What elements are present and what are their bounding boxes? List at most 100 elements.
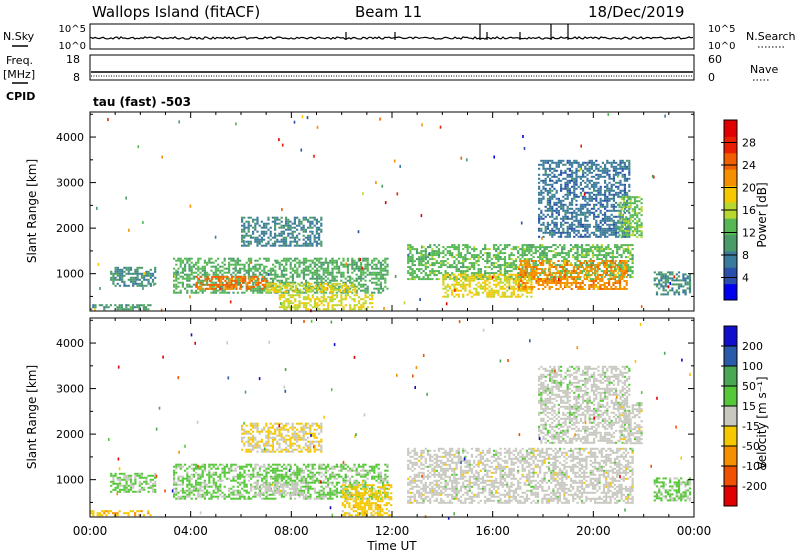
data-cell <box>321 300 323 302</box>
data-cell <box>590 266 592 268</box>
data-cell <box>311 245 313 247</box>
data-cell <box>215 292 217 294</box>
data-cell <box>595 270 597 272</box>
data-cell <box>276 217 278 219</box>
data-cell <box>632 196 634 198</box>
data-cell <box>502 292 504 294</box>
data-cell <box>489 256 491 258</box>
data-cell <box>281 296 283 298</box>
data-cell <box>340 276 342 278</box>
data-cell <box>323 270 325 272</box>
data-cell <box>294 300 296 302</box>
data-cell <box>524 262 526 264</box>
data-cell <box>246 290 248 292</box>
data-cell <box>504 276 506 278</box>
data-cell <box>562 188 564 190</box>
data-cell <box>469 292 471 294</box>
data-cell <box>592 254 594 256</box>
data-cell <box>318 300 320 302</box>
data-cell <box>281 225 283 227</box>
data-cell <box>371 274 373 276</box>
data-cell <box>311 231 313 233</box>
data-cell <box>558 236 560 238</box>
data-cell <box>556 224 558 226</box>
data-cell <box>121 269 123 271</box>
data-cell <box>294 223 296 225</box>
data-cell <box>583 256 585 258</box>
data-cell <box>139 283 141 285</box>
data-cell <box>436 262 438 264</box>
data-cell <box>551 264 553 266</box>
data-cell <box>556 164 558 166</box>
data-cell <box>306 291 308 293</box>
data-cell <box>351 272 353 274</box>
data-cell <box>586 230 588 232</box>
data-cell <box>296 237 298 239</box>
data-cell <box>602 194 604 196</box>
data-cell <box>257 270 259 272</box>
scatter-cell <box>664 115 666 118</box>
data-cell <box>301 282 303 284</box>
data-cell <box>218 284 220 286</box>
data-cell <box>343 308 345 310</box>
data-cell <box>569 218 571 220</box>
data-cell <box>582 224 584 226</box>
data-cell <box>141 275 143 277</box>
data-cell <box>221 290 223 292</box>
data-cell <box>515 288 517 290</box>
scatter-cell <box>189 295 191 298</box>
data-cell <box>486 258 488 260</box>
data-cell <box>116 512 118 514</box>
data-cell <box>246 288 248 290</box>
data-cell <box>551 212 553 214</box>
data-cell <box>274 235 276 237</box>
scatter-cell <box>375 181 377 184</box>
data-cell <box>261 278 263 280</box>
data-cell <box>552 254 554 256</box>
data-cell <box>285 300 287 302</box>
data-cell <box>628 184 630 186</box>
data-cell <box>233 284 235 286</box>
data-cell <box>508 296 510 298</box>
data-cell <box>553 222 555 224</box>
data-cell <box>418 258 420 260</box>
data-cell <box>589 160 591 162</box>
data-cell <box>600 192 602 194</box>
data-cell <box>495 276 497 278</box>
data-cell <box>575 220 577 222</box>
data-cell <box>356 274 358 276</box>
data-cell <box>533 246 535 248</box>
data-cell <box>423 264 425 266</box>
data-cell <box>553 176 555 178</box>
data-cell <box>628 174 630 176</box>
data-cell <box>445 254 447 256</box>
data-cell <box>250 237 252 239</box>
data-cell <box>173 290 175 292</box>
data-cell <box>515 278 517 280</box>
data-cell <box>553 196 555 198</box>
scatter-cell <box>301 149 303 152</box>
data-cell <box>581 254 583 256</box>
data-cell <box>141 283 143 285</box>
data-cell <box>601 278 603 280</box>
data-cell <box>275 285 277 287</box>
data-cell <box>617 196 619 198</box>
data-cell <box>117 271 119 273</box>
data-cell <box>606 288 608 290</box>
data-cell <box>254 239 256 241</box>
data-cell <box>591 176 593 178</box>
data-cell <box>173 280 175 282</box>
data-cell <box>316 274 318 276</box>
data-cell <box>539 246 541 248</box>
data-cell <box>612 264 614 266</box>
data-cell <box>581 252 583 254</box>
data-cell <box>619 180 621 182</box>
data-cell <box>305 266 307 268</box>
data-cell <box>580 234 582 236</box>
data-cell <box>614 256 616 258</box>
data-cell <box>493 244 495 246</box>
data-cell <box>522 254 524 256</box>
data-cell <box>515 246 517 248</box>
data-cell <box>456 248 458 250</box>
data-cell <box>254 229 256 231</box>
